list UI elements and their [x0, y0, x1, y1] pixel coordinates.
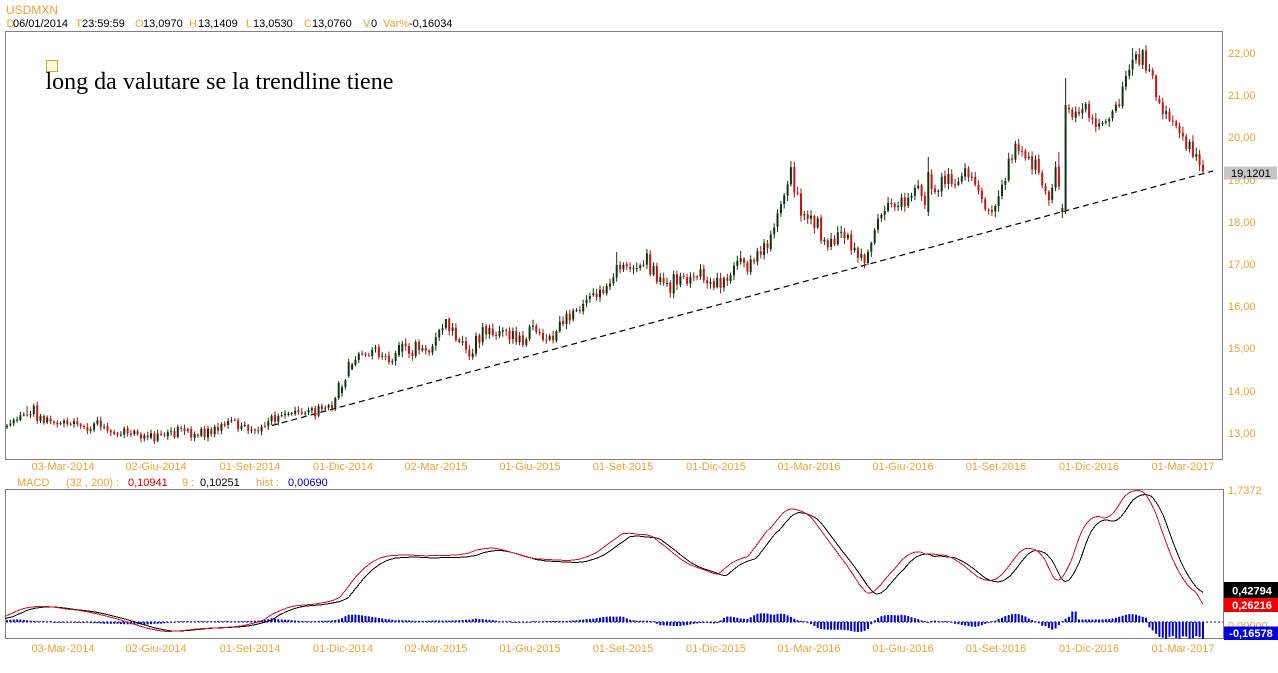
svg-text:01-Set-2015: 01-Set-2015: [593, 461, 654, 473]
svg-text:USDMXN: USDMXN: [6, 3, 58, 17]
svg-text:13,0760: 13,0760: [312, 18, 352, 30]
svg-text:22,00: 22,00: [1228, 48, 1256, 60]
svg-text:01-Set-2016: 01-Set-2016: [966, 643, 1027, 655]
svg-text:long da valutare se la trendli: long da valutare se la trendline tiene: [46, 69, 394, 95]
svg-text:-0,16578: -0,16578: [1229, 628, 1272, 640]
svg-text:9 :: 9 :: [182, 477, 194, 489]
svg-text:01-Mar-2017: 01-Mar-2017: [1152, 461, 1215, 473]
svg-text:01-Set-2015: 01-Set-2015: [593, 643, 654, 655]
svg-text:13,1409: 13,1409: [198, 18, 238, 30]
svg-text:0: 0: [371, 18, 377, 30]
svg-text:01-Dic-2015: 01-Dic-2015: [686, 643, 746, 655]
svg-text:01-Giu-2015: 01-Giu-2015: [499, 461, 560, 473]
svg-text:V: V: [363, 18, 371, 30]
svg-text:13,0970: 13,0970: [143, 18, 183, 30]
svg-text:02-Mar-2015: 02-Mar-2015: [405, 461, 468, 473]
svg-text:0,42794: 0,42794: [1232, 586, 1273, 598]
svg-text:0,26216: 0,26216: [1232, 600, 1272, 612]
svg-text:01-Dic-2014: 01-Dic-2014: [313, 461, 373, 473]
svg-text:01-Dic-2016: 01-Dic-2016: [1059, 643, 1119, 655]
svg-text:23:59:59: 23:59:59: [82, 18, 125, 30]
svg-text:02-Giu-2014: 02-Giu-2014: [125, 461, 186, 473]
svg-text:D: D: [7, 18, 15, 30]
svg-text:15,00: 15,00: [1228, 343, 1256, 355]
svg-text:T: T: [76, 18, 83, 30]
svg-text:01-Mar-2016: 01-Mar-2016: [778, 643, 841, 655]
svg-text:17,00: 17,00: [1228, 259, 1256, 271]
svg-text:13,00: 13,00: [1228, 428, 1256, 440]
svg-text:21,00: 21,00: [1228, 90, 1256, 102]
svg-text:H: H: [189, 18, 197, 30]
svg-text:01-Set-2014: 01-Set-2014: [220, 643, 281, 655]
svg-text:0,10941: 0,10941: [128, 477, 168, 489]
svg-text:hist :: hist :: [256, 477, 279, 489]
svg-text:Var%: Var%: [383, 18, 409, 30]
svg-text:14,00: 14,00: [1228, 386, 1256, 398]
svg-text:O: O: [135, 18, 144, 30]
svg-text:01-Giu-2015: 01-Giu-2015: [499, 643, 560, 655]
svg-text:13,0530: 13,0530: [253, 18, 293, 30]
svg-text:18,00: 18,00: [1228, 217, 1256, 229]
svg-text:0,00690: 0,00690: [288, 477, 328, 489]
svg-text:19,1201: 19,1201: [1231, 168, 1271, 180]
svg-text:01-Giu-2016: 01-Giu-2016: [872, 461, 933, 473]
svg-text:01-Mar-2017: 01-Mar-2017: [1152, 643, 1215, 655]
svg-text:-0,16034: -0,16034: [409, 18, 452, 30]
svg-text:01-Giu-2016: 01-Giu-2016: [872, 643, 933, 655]
svg-text:MACD: MACD: [17, 477, 49, 489]
svg-text:06/01/2014: 06/01/2014: [13, 18, 68, 30]
svg-text:03-Mar-2014: 03-Mar-2014: [32, 461, 95, 473]
svg-text:01-Dic-2015: 01-Dic-2015: [686, 461, 746, 473]
svg-text:20,00: 20,00: [1228, 132, 1256, 144]
svg-text:01-Dic-2016: 01-Dic-2016: [1059, 461, 1119, 473]
svg-text:02-Mar-2015: 02-Mar-2015: [405, 643, 468, 655]
svg-text:02-Giu-2014: 02-Giu-2014: [125, 643, 186, 655]
svg-text:16,00: 16,00: [1228, 301, 1256, 313]
svg-text:03-Mar-2014: 03-Mar-2014: [32, 643, 95, 655]
svg-text:0,10251: 0,10251: [200, 477, 240, 489]
svg-text:L: L: [246, 18, 252, 30]
svg-text:01-Set-2014: 01-Set-2014: [220, 461, 281, 473]
svg-text:01-Mar-2016: 01-Mar-2016: [778, 461, 841, 473]
svg-text:01-Dic-2014: 01-Dic-2014: [313, 643, 373, 655]
svg-text:(32 , 200) :: (32 , 200) :: [66, 477, 119, 489]
svg-text:C: C: [304, 18, 312, 30]
svg-text:1,7372: 1,7372: [1228, 485, 1262, 497]
svg-text:01-Set-2016: 01-Set-2016: [966, 461, 1027, 473]
